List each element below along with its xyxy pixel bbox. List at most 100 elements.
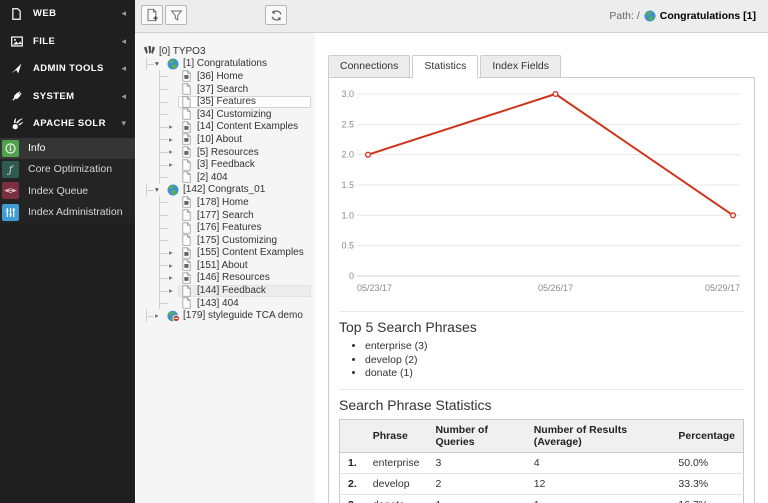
page-icon	[181, 159, 194, 171]
top-phrases-title: Top 5 Search Phrases	[339, 319, 477, 335]
svg-text:2.5: 2.5	[341, 119, 354, 129]
page-icon	[181, 96, 194, 108]
tree-node-content: [10] About	[178, 133, 311, 146]
refresh-button[interactable]	[265, 5, 287, 25]
module-item-index-administration[interactable]: Index Administration	[0, 201, 135, 223]
table-cell: 1	[427, 495, 525, 503]
tree-line	[160, 83, 169, 96]
tree-node-label: [178] Home	[197, 196, 249, 208]
tab-statistics[interactable]: Statistics	[412, 55, 479, 78]
tab-connections[interactable]: Connections	[328, 55, 411, 78]
new-page-button[interactable]	[141, 5, 163, 25]
phrase-stats-title: Search Phrase Statistics	[339, 397, 492, 413]
tree-node[interactable]: ▸ [151] About	[136, 259, 315, 272]
module-section-system[interactable]: SYSTEM ◂	[0, 83, 135, 111]
tab-bar: Connections Statistics Index Fields	[328, 55, 755, 78]
tree-node-content: [5] Resources	[178, 146, 311, 158]
tree-node[interactable]: [37] Search	[136, 82, 315, 96]
page-icon	[181, 221, 194, 234]
tree-node-label: [10] About	[197, 133, 243, 145]
tree-line	[159, 107, 160, 121]
page-icon	[181, 297, 194, 309]
section-divider	[339, 311, 744, 312]
tree-node[interactable]: ▾ [1] Congratulations	[136, 57, 315, 71]
tree-node[interactable]: [36] Home	[136, 70, 315, 83]
tree-node[interactable]: [178] Home	[136, 196, 315, 209]
tree-node[interactable]: ▸ [14] Content Examples	[136, 120, 315, 134]
tree-node[interactable]: [175] Customizing	[136, 233, 315, 247]
table-cell: 16.7%	[670, 495, 743, 503]
chevron-down-icon[interactable]: ▾	[155, 185, 159, 195]
tree-node[interactable]: [35] Features	[136, 95, 315, 108]
chevron-right-icon[interactable]: ▸	[169, 134, 173, 144]
module-section-web[interactable]: WEB ◂	[0, 0, 135, 28]
file-icon	[10, 34, 24, 48]
chevron-right-icon[interactable]: ▸	[169, 122, 173, 132]
tree-node-content: [175] Customizing	[178, 234, 311, 246]
tree-node[interactable]: [0] TYPO3	[136, 45, 315, 58]
chevron-right-icon[interactable]: ▸	[169, 260, 173, 270]
chevron-right-icon[interactable]: ▸	[169, 248, 173, 258]
tab-index-fields[interactable]: Index Fields	[480, 55, 562, 78]
filter-icon	[170, 9, 183, 22]
tree-node-content: [176] Features	[178, 221, 311, 234]
svg-text:05/26/17: 05/26/17	[538, 283, 573, 293]
module-item-info[interactable]: Info	[0, 137, 135, 159]
tree-line	[160, 121, 169, 134]
module-item-index-queue[interactable]: Index Queue	[0, 180, 135, 202]
tree-node-label: [5] Resources	[197, 146, 259, 158]
chevron-right-icon[interactable]: ▸	[169, 147, 173, 157]
tree-node[interactable]: [34] Customizing	[136, 107, 315, 121]
tree-node-label: [142] Congrats_01	[183, 184, 266, 196]
table-header: Number of Results (Average)	[525, 419, 671, 453]
tree-node-content: [0] TYPO3	[140, 45, 311, 57]
table-cell: 3	[427, 452, 526, 474]
chevron-right-icon[interactable]: ▸	[169, 159, 173, 169]
module-section-file[interactable]: FILE ◂	[0, 28, 135, 56]
table-cell: 12	[525, 473, 671, 495]
tree-node[interactable]: [2] 404	[136, 170, 315, 184]
tree-node[interactable]: [143] 404	[136, 296, 315, 310]
tree-line	[159, 296, 160, 310]
page-icon	[181, 171, 194, 183]
chevron-right-icon[interactable]: ▸	[155, 311, 159, 321]
page-shortcut-icon	[181, 121, 194, 133]
tree-node[interactable]: [177] Search	[136, 208, 315, 222]
tree-node-content: [142] Congrats_01	[164, 184, 311, 196]
table-cell: 50.0%	[670, 452, 744, 474]
module-item-core-optimization[interactable]: ƒ Core Optimization	[0, 158, 135, 181]
tree-node-label: [14] Content Examples	[197, 121, 299, 133]
tree-node[interactable]: ▸ [146] Resources	[136, 271, 315, 285]
tree-node-content: [14] Content Examples	[178, 121, 311, 133]
chevron-right-icon[interactable]: ▸	[169, 285, 173, 295]
tree-line	[160, 259, 169, 272]
tree-node[interactable]: ▸ [155] Content Examples	[136, 246, 315, 260]
module-section-label: WEB	[33, 8, 57, 20]
tree-node[interactable]: ▸ [179] styleguide TCA demo	[136, 309, 315, 323]
chevron-down-icon[interactable]: ▾	[155, 59, 159, 69]
tree-node[interactable]: ▸ [144] Feedback	[136, 284, 315, 297]
caret-left-icon: ◂	[121, 35, 126, 46]
module-item-label: Index Administration	[28, 206, 123, 219]
tree-node[interactable]: ▸ [5] Resources	[136, 145, 315, 159]
tree-node-label: [35] Features	[197, 96, 256, 108]
tree-node-content: [146] Resources	[178, 272, 311, 284]
row-number: 1.	[339, 452, 365, 474]
module-section-apache-solr[interactable]: APACHE SOLR ▾	[0, 110, 135, 138]
tree-node[interactable]: ▸ [3] Feedback	[136, 158, 315, 171]
breadcrumb: Path: / Congratulations [1]	[609, 0, 756, 32]
tree-node[interactable]: ▸ [10] About	[136, 133, 315, 146]
tree-node-label: [36] Home	[197, 70, 244, 82]
filter-button[interactable]	[165, 5, 187, 25]
tree-node[interactable]: ▾ [142] Congrats_01	[136, 183, 315, 197]
core-optimization-icon: ƒ	[2, 160, 19, 178]
module-section-admin-tools[interactable]: ADMIN TOOLS ◂	[0, 55, 135, 83]
chevron-right-icon[interactable]: ▸	[169, 273, 173, 283]
svg-text:3.0: 3.0	[341, 89, 354, 99]
tree-node[interactable]: [176] Features	[136, 221, 315, 234]
row-number: 3.	[340, 495, 365, 503]
page-icon	[181, 108, 194, 120]
topbar: Path: / Congratulations [1]	[135, 0, 768, 33]
module-section-label: APACHE SOLR	[33, 118, 106, 130]
